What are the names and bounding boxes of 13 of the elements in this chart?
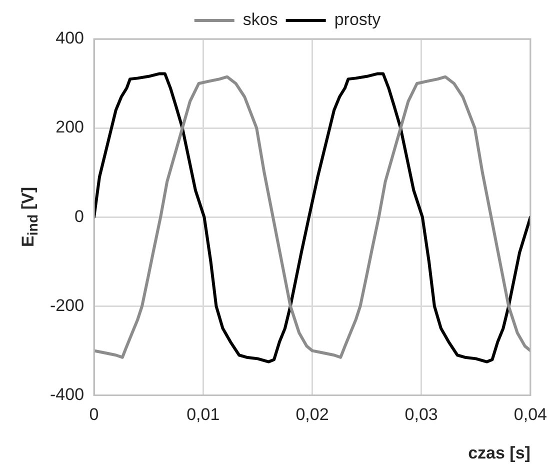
x-tick-label: 0 (89, 405, 99, 424)
legend-label: prosty (334, 10, 382, 30)
y-tick-label: 200 (56, 118, 84, 137)
y-tick-label: 0 (74, 206, 84, 226)
x-axis-title: czas [s] (468, 443, 530, 462)
x-tick-label: 0,01 (186, 405, 220, 424)
y-tick-label: 400 (56, 28, 84, 48)
y-tick-label: -400 (50, 384, 84, 404)
x-tick-label: 0,04 (514, 405, 548, 424)
legend-label: skos (242, 10, 278, 30)
x-tick-label: 0,03 (404, 405, 438, 424)
x-tick-label: 0,02 (296, 405, 329, 424)
y-tick-label: -200 (50, 296, 84, 315)
